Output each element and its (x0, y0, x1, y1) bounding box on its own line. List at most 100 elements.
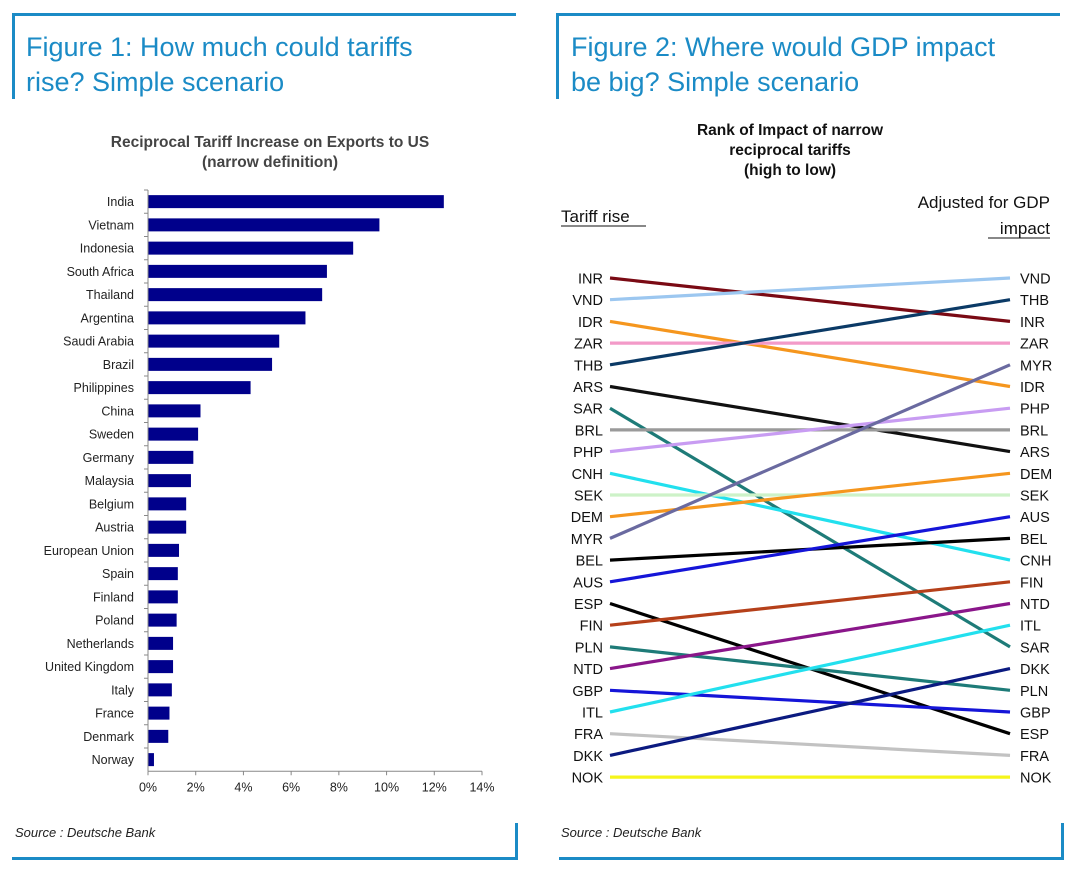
x-tick-label: 0% (139, 780, 157, 794)
figure-1-heading: Figure 1: How much could tariffs rise? S… (26, 30, 413, 100)
right-label-esp: ESP (1020, 727, 1049, 743)
left-label-thb: THB (574, 358, 603, 374)
right-label-dkk: DKK (1020, 662, 1050, 678)
category-label: Italy (111, 683, 135, 697)
category-label: Philippines (74, 381, 134, 395)
left-label-idr: IDR (578, 315, 603, 331)
category-label: Argentina (80, 311, 134, 325)
slope-line-fin (609, 580, 1011, 627)
left-label-cnh: CNH (572, 467, 603, 483)
right-label-zar: ZAR (1020, 337, 1049, 353)
figure-2-heading-line1: Figure 2: Where would GDP impact (571, 32, 996, 62)
category-label: Indonesia (80, 242, 134, 256)
bar-thailand (148, 288, 323, 302)
figure-1-heading-line2: rise? Simple scenario (26, 67, 285, 97)
slope-line-php (609, 406, 1011, 454)
category-label: South Africa (67, 265, 134, 279)
figure-2-right-rule (1061, 823, 1064, 860)
left-label-myr: MYR (571, 532, 603, 548)
category-label: Poland (95, 614, 134, 628)
right-label-thb: THB (1020, 293, 1049, 309)
bar-italy (148, 683, 172, 697)
slope-line-sar (609, 406, 1011, 649)
right-header-line1: Adjusted for GDP (918, 193, 1050, 212)
right-label-nok: NOK (1020, 771, 1052, 787)
slope-line-myr (609, 363, 1011, 540)
bar-saudi-arabia (148, 334, 280, 348)
right-label-dem: DEM (1020, 467, 1052, 483)
x-tick-label: 12% (422, 780, 447, 794)
right-label-pln: PLN (1020, 684, 1048, 700)
bar-philippines (148, 381, 251, 395)
bar-united-kingdom (148, 660, 174, 674)
figure-2-panel: Figure 2: Where would GDP impact be big?… (540, 0, 1080, 887)
bar-brazil (148, 357, 273, 371)
bar-denmark (148, 729, 169, 743)
x-tick-label: 10% (374, 780, 399, 794)
right-label-php: PHP (1020, 402, 1050, 418)
left-label-ntd: NTD (573, 662, 603, 678)
category-label: United Kingdom (45, 660, 134, 674)
right-label-itl: ITL (1020, 619, 1041, 635)
left-label-brl: BRL (575, 423, 603, 439)
category-label: Finland (93, 590, 134, 604)
bar-austria (148, 520, 187, 534)
category-label: European Union (44, 544, 134, 558)
bar-netherlands (148, 636, 174, 650)
left-label-gbp: GBP (572, 684, 603, 700)
category-label: China (101, 404, 134, 418)
figure-2-top-rule (556, 13, 1060, 16)
right-label-brl: BRL (1020, 423, 1048, 439)
slope-chart-title-line3: (high to low) (743, 162, 837, 179)
category-label: Netherlands (67, 637, 134, 651)
slope-line-vnd (609, 276, 1011, 302)
bar-china (148, 404, 201, 418)
bar-germany (148, 450, 194, 464)
category-label: Brazil (103, 358, 134, 372)
category-label: France (95, 707, 134, 721)
right-label-fra: FRA (1020, 749, 1049, 765)
left-label-nok: NOK (572, 771, 604, 787)
x-tick-label: 2% (187, 780, 205, 794)
bar-sweden (148, 427, 199, 441)
slope-line-ars (609, 384, 1011, 454)
right-label-inr: INR (1020, 315, 1045, 331)
bar-malaysia (148, 474, 191, 488)
slope-line-itl (609, 623, 1011, 714)
bar-chart: India Vietnam Indonesia South Africa Thailan… (44, 189, 495, 794)
slope-line-fra (609, 732, 1011, 757)
right-label-vnd: VND (1020, 272, 1051, 288)
left-label-zar: ZAR (574, 337, 603, 353)
left-label-vnd: VND (572, 293, 603, 309)
right-label-ntd: NTD (1020, 597, 1050, 613)
slope-line-idr (609, 319, 1011, 389)
figure-2-bottom-rule (559, 857, 1064, 860)
left-label-aus: AUS (573, 575, 603, 591)
left-label-pln: PLN (575, 640, 603, 656)
bar-south-africa (148, 264, 327, 278)
x-tick-label: 6% (282, 780, 300, 794)
category-label: Spain (102, 567, 134, 581)
slope-line-gbp (609, 688, 1011, 714)
bar-argentina (148, 311, 306, 325)
figure-1-left-rule (12, 13, 15, 99)
figure-1-bottom-rule (12, 857, 518, 860)
figure-2-source: Source : Deutsche Bank (561, 825, 702, 840)
right-label-idr: IDR (1020, 380, 1045, 396)
figure-1-top-rule (12, 13, 516, 16)
bar-norway (148, 753, 154, 767)
right-label-cnh: CNH (1020, 554, 1051, 570)
figure-1-panel: Figure 1: How much could tariffs rise? S… (12, 13, 518, 860)
x-tick-label: 8% (330, 780, 348, 794)
slope-chart-title: Rank of Impact of narrow reciprocal tari… (640, 121, 940, 181)
bar-chart-title: Reciprocal Tariff Increase on Exports to… (60, 133, 480, 173)
slope-line-ntd (609, 601, 1011, 671)
right-label-fin: FIN (1020, 575, 1043, 591)
slope-line-dkk (609, 667, 1011, 757)
category-label: Malaysia (85, 474, 134, 488)
left-label-itl: ITL (582, 706, 603, 722)
category-label: Germany (83, 451, 135, 465)
right-label-myr: MYR (1020, 358, 1052, 374)
right-header-line2: impact (1000, 219, 1050, 238)
category-label: Norway (92, 753, 135, 767)
